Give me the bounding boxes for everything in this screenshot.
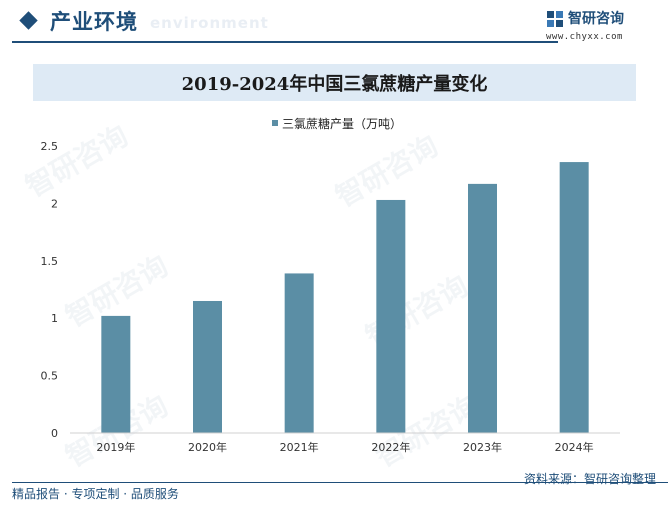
section-subtitle: environment bbox=[150, 14, 269, 32]
x-tick-label: 2022年 bbox=[371, 440, 410, 454]
bar bbox=[376, 199, 406, 433]
brand-url: www.chyxx.com bbox=[546, 32, 623, 42]
brand-name: 智研咨询 bbox=[568, 11, 624, 27]
x-tick-label: 2021年 bbox=[280, 440, 319, 454]
footer-slogan: 精品报告 · 专项定制 · 品质服务 bbox=[12, 487, 179, 501]
x-tick-label: 2019年 bbox=[96, 440, 135, 454]
bar bbox=[468, 183, 497, 433]
bar bbox=[284, 273, 314, 433]
y-tick-label: 0.5 bbox=[41, 370, 59, 383]
y-tick-label: 2.5 bbox=[41, 140, 59, 153]
section-title: 产业环境 bbox=[50, 10, 138, 34]
footer-divider bbox=[12, 482, 668, 483]
y-tick-label: 1 bbox=[51, 312, 58, 325]
y-tick-label: 1.5 bbox=[41, 255, 59, 268]
y-tick-label: 2 bbox=[51, 197, 58, 210]
bar bbox=[559, 162, 589, 433]
chart-title-band: 2019-2024年中国三氯蔗糖产量变化 bbox=[33, 64, 636, 101]
brand-logo-icon bbox=[547, 11, 563, 27]
header-divider bbox=[12, 41, 558, 43]
header: 产业环境 environment 智研咨询 www.chyxx.com bbox=[0, 0, 668, 46]
x-tick-label: 2020年 bbox=[188, 440, 227, 454]
source-note: 资料来源：智研咨询整理 bbox=[523, 472, 656, 486]
y-tick-label: 0 bbox=[51, 427, 58, 440]
chart-title: 2019-2024年中国三氯蔗糖产量变化 bbox=[181, 74, 488, 95]
bar bbox=[193, 300, 222, 433]
brand: 智研咨询 www.chyxx.com bbox=[546, 8, 656, 42]
legend-swatch bbox=[272, 120, 278, 126]
legend-label: 三氯蔗糖产量（万吨） bbox=[282, 117, 403, 131]
bar bbox=[101, 315, 131, 433]
x-tick-label: 2024年 bbox=[555, 440, 594, 454]
x-tick-label: 2023年 bbox=[463, 440, 502, 454]
